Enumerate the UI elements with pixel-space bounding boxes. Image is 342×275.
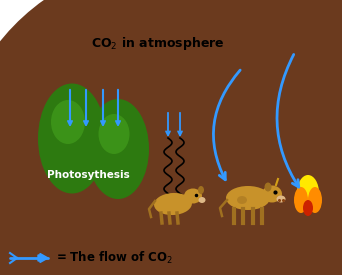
Ellipse shape <box>51 100 85 144</box>
Text: = The flow of CO$_2$: = The flow of CO$_2$ <box>56 250 173 266</box>
Circle shape <box>66 19 110 55</box>
Ellipse shape <box>184 188 202 204</box>
FancyArrow shape <box>38 254 48 263</box>
Circle shape <box>190 19 234 55</box>
Bar <box>113 194 123 222</box>
Circle shape <box>74 23 110 51</box>
Ellipse shape <box>98 114 130 154</box>
Circle shape <box>112 0 188 51</box>
Ellipse shape <box>276 196 286 202</box>
Circle shape <box>150 28 190 60</box>
Ellipse shape <box>264 183 272 191</box>
Ellipse shape <box>87 99 149 199</box>
Bar <box>66 188 78 218</box>
Circle shape <box>163 14 207 50</box>
Circle shape <box>116 31 148 57</box>
Ellipse shape <box>198 197 206 203</box>
Ellipse shape <box>294 187 308 213</box>
Ellipse shape <box>303 200 313 216</box>
Ellipse shape <box>308 187 322 213</box>
Text: CO$_2$ in atmosphere: CO$_2$ in atmosphere <box>91 35 225 53</box>
Ellipse shape <box>38 84 106 194</box>
Ellipse shape <box>283 175 333 225</box>
Ellipse shape <box>297 175 319 211</box>
Ellipse shape <box>262 186 282 202</box>
Circle shape <box>136 36 164 58</box>
Circle shape <box>117 0 183 46</box>
Circle shape <box>86 11 138 53</box>
Circle shape <box>190 23 226 51</box>
Text: Photosythesis: Photosythesis <box>47 170 129 180</box>
Circle shape <box>152 31 184 57</box>
Ellipse shape <box>237 196 247 204</box>
Circle shape <box>162 11 214 53</box>
Ellipse shape <box>198 186 204 194</box>
Circle shape <box>132 32 168 62</box>
Ellipse shape <box>226 186 270 210</box>
Circle shape <box>110 28 150 60</box>
Circle shape <box>93 14 137 50</box>
Ellipse shape <box>154 193 192 215</box>
